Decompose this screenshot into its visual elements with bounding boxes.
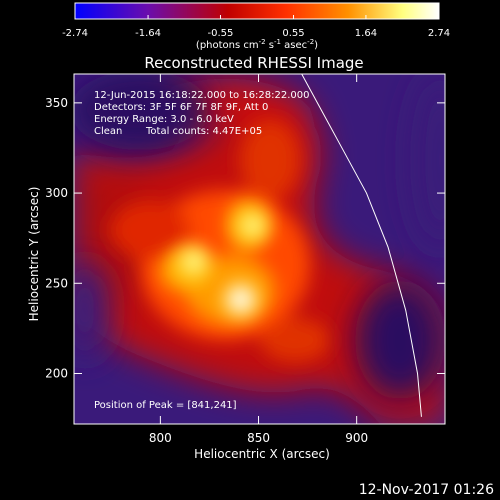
colorbar-tick-label: 0.55 (282, 28, 304, 39)
annotation-energy: Energy Range: 3.0 - 6.0 keV (94, 114, 234, 125)
y-tick-label: 250 (45, 276, 68, 290)
source-peak (178, 245, 210, 278)
chart-title: Reconstructed RHESSI Image (144, 54, 363, 72)
plot-frame (73, 73, 446, 425)
annotation-time: 12-Jun-2015 16:18:22.000 to 16:28:22.000 (94, 90, 310, 101)
source-peaks (178, 210, 268, 318)
annotation-counts: Total counts: 4.47E+05 (145, 126, 262, 137)
colorbar-ticks: -2.74 -1.64 -0.55 0.55 1.64 2.74 (62, 15, 450, 39)
heatmap-image (74, 74, 445, 424)
colorbar-tick-label: 1.64 (355, 28, 377, 39)
y-axis-label: Heliocentric Y (arcsec) (27, 187, 41, 322)
x-axis-label: Heliocentric X (arcsec) (194, 447, 330, 461)
colorbar-tick-label: 2.74 (428, 28, 450, 39)
colorbar-gradient (74, 2, 440, 20)
annotation-clean: Clean (94, 126, 122, 137)
y-tick-label: 300 (45, 186, 68, 200)
colorbar-unit-label: (photons cm-2 s-1 asec-2) (196, 38, 318, 51)
source-peak (237, 210, 268, 241)
y-tick-label: 350 (45, 96, 68, 110)
axis-ticks: 800 850 900 200 250 300 350 (45, 74, 445, 445)
annotation-peak: Position of Peak = [841,241] (94, 400, 237, 411)
footer-date: 12-Nov-2017 01:26 (359, 482, 494, 498)
colorbar: -2.74 -1.64 -0.55 0.55 1.64 2.74 (photons cm-… (62, 2, 450, 51)
annotation-detectors: Detectors: 3F 5F 6F 7F 8F 9F, Att 0 (94, 102, 268, 113)
x-tick-label: 850 (247, 431, 270, 445)
colorbar-tick-label: -2.74 (62, 28, 88, 39)
source-peak (222, 281, 259, 318)
x-tick-label: 900 (345, 431, 368, 445)
solar-limb-curve (301, 74, 422, 417)
x-tick-label: 800 (149, 431, 172, 445)
y-tick-label: 200 (45, 366, 68, 380)
colorbar-tick-label: -0.55 (208, 28, 234, 39)
colorbar-tick-label: -1.64 (135, 28, 161, 39)
